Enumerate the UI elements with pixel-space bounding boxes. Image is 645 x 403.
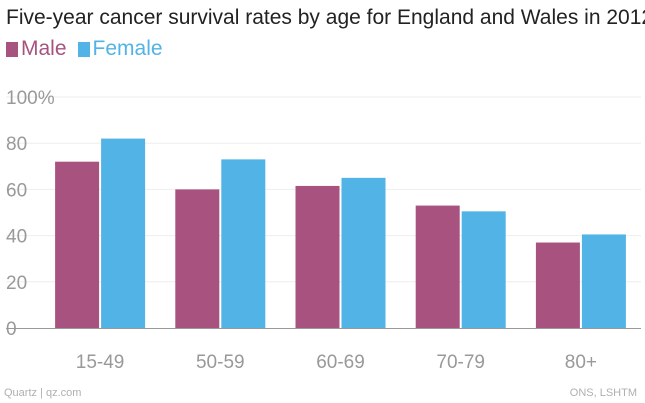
legend-item-male: Male [6, 37, 67, 61]
legend: Male Female [6, 37, 174, 61]
y-tick-label: 40 [6, 227, 27, 248]
footer-credit: Quartz | qz.com [4, 387, 82, 399]
bar-female-15-49 [101, 138, 146, 328]
bar-female-60-69 [341, 177, 386, 328]
legend-label-male: Male [21, 37, 67, 60]
x-tick-label: 70-79 [436, 352, 485, 373]
x-tick-label: 60-69 [316, 352, 365, 373]
y-tick-label: 80 [6, 134, 27, 155]
x-tick-label: 80+ [565, 352, 597, 373]
bar-female-50-59 [221, 159, 266, 328]
bar-female-70-79 [461, 211, 506, 328]
y-tick-label: 20 [6, 273, 27, 294]
footer-source: ONS, LSHTM [569, 387, 637, 399]
bar-male-50-59 [175, 189, 220, 328]
bar-male-60-69 [295, 185, 340, 328]
y-tick-label: 0 [6, 319, 17, 340]
bar-male-15-49 [55, 161, 100, 328]
x-tick-label: 15-49 [76, 352, 125, 373]
x-tick-label: 50-59 [196, 352, 245, 373]
legend-swatch-female [77, 41, 90, 57]
y-tick-label: 100% [6, 88, 55, 109]
bar-female-80+ [581, 234, 626, 328]
legend-label-female: Female [92, 37, 163, 60]
bar-male-70-79 [415, 205, 460, 328]
chart-title: Five-year cancer survival rates by age f… [6, 6, 645, 29]
bar-male-80+ [535, 242, 580, 328]
legend-swatch-male [6, 41, 18, 57]
legend-item-female: Female [77, 37, 163, 61]
y-tick-label: 60 [6, 180, 27, 201]
